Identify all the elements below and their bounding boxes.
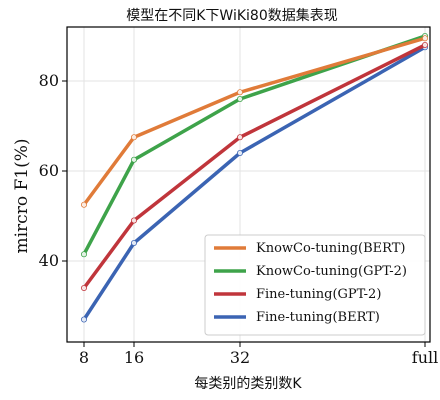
- series-3-point-1: [130, 239, 137, 246]
- series-line-3: [82, 45, 427, 322]
- y-tick-label-1: 60: [39, 161, 59, 180]
- series-line-2: [82, 43, 427, 290]
- plot-frame: [66, 26, 431, 343]
- y-axis-label: mircro F1(%): [12, 139, 32, 254]
- series-3-point-2: [236, 149, 243, 156]
- series-0: [81, 35, 428, 208]
- x-tick-label-3: full: [412, 348, 438, 367]
- series-layer: [81, 33, 428, 323]
- series-2-point-0: [81, 284, 88, 291]
- series-0-point-0: [81, 201, 88, 208]
- series-1: [81, 33, 428, 258]
- legend-label-3: Fine-tuning(BERT): [256, 310, 380, 325]
- x-ticks: 8 16 32 full: [79, 342, 438, 367]
- series-line-1: [82, 34, 427, 256]
- y-ticks: 40 60 80: [39, 71, 67, 270]
- series-line-0: [82, 36, 427, 207]
- series-2: [81, 42, 428, 291]
- y-tick-label-2: 80: [39, 71, 59, 90]
- legend-label-0: KnowCo-tuning(BERT): [256, 241, 405, 256]
- series-1-point-1: [130, 156, 137, 163]
- legend-label-2: Fine-tuning(GPT-2): [256, 287, 381, 302]
- x-tick-label-0: 8: [79, 348, 89, 367]
- legend-box: [204, 234, 426, 336]
- series-1-point-2: [236, 96, 243, 103]
- series-2-point-2: [236, 134, 243, 141]
- x-tick-label-2: 32: [230, 348, 250, 367]
- series-2-point-3: [421, 42, 428, 49]
- series-1-point-0: [81, 251, 88, 258]
- series-2-point-1: [130, 217, 137, 224]
- x-axis-label: 每类别的类别数K: [194, 376, 302, 392]
- legend-label-1: KnowCo-tuning(GPT-2): [256, 264, 407, 279]
- y-tick-label-0: 40: [39, 251, 59, 270]
- series-0-point-2: [236, 89, 243, 96]
- chart-title: 模型在不同K下WiKi80数据集表现: [126, 7, 338, 24]
- legend: KnowCo-tuning(BERT) KnowCo-tuning(GPT-2) F…: [204, 234, 426, 336]
- series-0-point-1: [130, 134, 137, 141]
- series-0-point-3: [421, 35, 428, 42]
- series-3-point-0: [81, 316, 88, 323]
- x-tick-label-1: 16: [124, 348, 144, 367]
